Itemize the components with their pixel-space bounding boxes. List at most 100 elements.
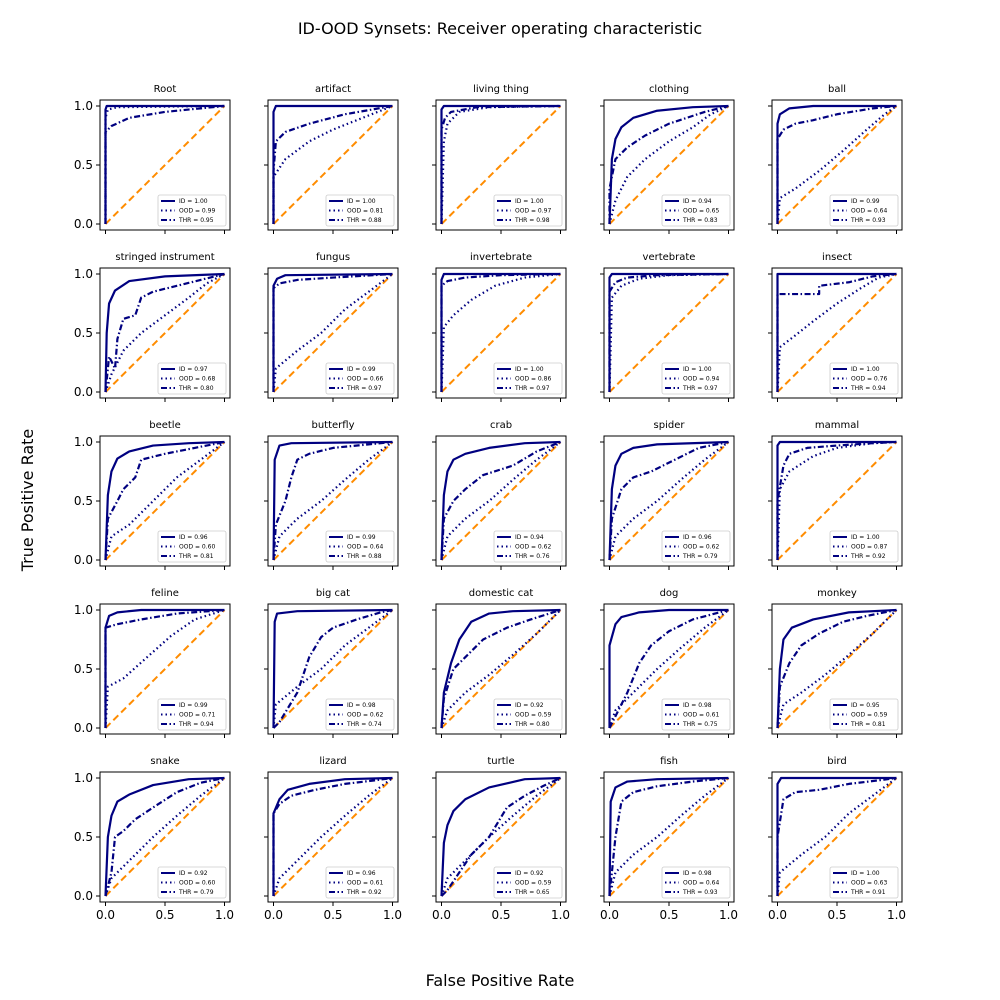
roc-curve-solid — [776, 608, 897, 729]
legend-box — [829, 530, 899, 563]
roc-curve-dashdot — [776, 440, 897, 560]
legend-box — [157, 698, 227, 731]
subplot-panel: snake 0.0 0.5 1.0 0.0 0.5 1.0 ID = 0.92 OOD = 0.… — [74, 756, 234, 922]
chance-line — [776, 273, 898, 393]
legend-entry: ID = 0.99 — [347, 366, 376, 373]
chance-line — [104, 441, 226, 561]
legend-entry: OOD = 0.71 — [179, 712, 215, 719]
roc-curve-dashdot — [272, 272, 393, 392]
legend-entry: THR = 0.93 — [850, 217, 886, 224]
legend-entry: OOD = 0.64 — [683, 880, 719, 887]
legend-entry: ID = 0.96 — [683, 534, 712, 541]
subplot-panel: turtle 0.0 0.5 1.0 ID = 0.92 OOD = 0.59 THR = … — [432, 756, 570, 922]
legend-entry: OOD = 0.65 — [683, 208, 719, 215]
legend-entry: THR = 0.65 — [514, 889, 550, 896]
subplot-title: living thing — [473, 84, 529, 95]
roc-curve-dotted — [272, 609, 394, 729]
subplot-panel: invertebrate ID = 1.00 OOD = 0.86 THR = 0.9… — [432, 252, 567, 402]
subplot-title: clothing — [649, 84, 689, 95]
subplot-title: stringed instrument — [115, 252, 214, 263]
roc-curve-dashdot — [104, 776, 225, 897]
roc-curve-dashdot — [440, 777, 561, 897]
y-tick-label: 0.5 — [74, 158, 93, 172]
legend-entry: OOD = 0.64 — [851, 208, 887, 215]
roc-curve-dotted — [272, 273, 394, 393]
subplot-panel: dog ID = 0.98 OOD = 0.61 THR = 0.75 — [600, 588, 735, 738]
subplot-panel: butterfly ID = 0.99 OOD = 0.64 THR = 0.88 — [264, 420, 399, 570]
subplot-panel: fish 0.0 0.5 1.0 ID = 0.98 OOD = 0.64 THR = 0.… — [600, 756, 738, 922]
roc-curve-dashdot — [440, 104, 561, 224]
roc-curve-dotted — [608, 609, 730, 729]
roc-curve-dashdot — [608, 104, 729, 224]
subplot-title: crab — [490, 420, 512, 431]
y-tick-label: 0.0 — [74, 721, 93, 735]
legend-entry: THR = 0.75 — [682, 721, 718, 728]
legend-entry: THR = 0.80 — [178, 385, 214, 392]
y-tick-label: 0.0 — [74, 385, 93, 399]
roc-curve-dashdot — [272, 440, 393, 561]
legend: ID = 1.00 OOD = 0.97 THR = 0.98 — [493, 194, 563, 227]
y-tick-label: 1.0 — [74, 267, 93, 281]
legend-entry: ID = 1.00 — [179, 198, 208, 205]
subplot-panel: spider ID = 0.96 OOD = 0.62 THR = 0.79 — [600, 420, 735, 570]
subplot-panel: stringed instrument 0.0 0.5 1.0 ID = 0.97 OOD… — [74, 252, 231, 402]
legend-entry: OOD = 0.63 — [851, 880, 887, 887]
legend-entry: OOD = 0.68 — [179, 376, 215, 383]
legend-entry: THR = 0.97 — [682, 385, 718, 392]
roc-curve-dashdot — [440, 272, 561, 392]
subplot-panel: artifact ID = 1.00 OOD = 0.81 THR = 0.88 — [264, 84, 399, 234]
legend-entry: ID = 1.00 — [347, 198, 376, 205]
legend-entry: OOD = 0.59 — [851, 712, 887, 719]
chance-line — [272, 777, 394, 897]
y-tick-label: 1.0 — [74, 99, 93, 113]
subplot-panel: living thing ID = 1.00 OOD = 0.97 THR = 0.9… — [432, 84, 567, 234]
roc-curve-solid — [272, 272, 393, 392]
chance-line — [440, 441, 562, 561]
legend-box — [325, 362, 395, 395]
legend: ID = 0.96 OOD = 0.60 THR = 0.81 — [157, 530, 227, 563]
x-tick-label: 0.5 — [659, 908, 678, 922]
roc-curve-solid — [104, 104, 225, 224]
legend: ID = 0.96 OOD = 0.61 THR = 0.92 — [325, 866, 395, 899]
roc-curve-dashdot — [272, 608, 393, 729]
legend: ID = 0.92 OOD = 0.59 THR = 0.65 — [493, 866, 563, 899]
legend: ID = 0.94 OOD = 0.65 THR = 0.83 — [661, 194, 731, 227]
legend-entry: THR = 0.79 — [682, 553, 718, 560]
legend-entry: OOD = 0.59 — [515, 880, 551, 887]
legend-box — [157, 362, 227, 395]
legend-entry: THR = 0.97 — [514, 385, 550, 392]
subplot-title: beetle — [149, 420, 181, 431]
roc-curve-solid — [776, 776, 897, 896]
roc-curve-solid — [608, 440, 729, 561]
legend-entry: THR = 0.81 — [178, 553, 214, 560]
legend: ID = 0.98 OOD = 0.64 THR = 0.93 — [661, 866, 731, 899]
legend-entry: OOD = 0.76 — [851, 376, 887, 383]
y-tick-label: 0.0 — [74, 889, 93, 903]
legend-box — [661, 530, 731, 563]
legend-entry: ID = 0.94 — [683, 198, 712, 205]
subplot-panel: ball ID = 0.99 OOD = 0.64 THR = 0.93 — [768, 84, 903, 234]
chance-line — [440, 609, 562, 729]
subplot-panel: fungus ID = 0.99 OOD = 0.66 THR = 0.97 — [264, 252, 399, 402]
legend-entry: THR = 0.80 — [514, 721, 550, 728]
chance-line — [104, 777, 226, 897]
subplot-title: Root — [154, 84, 177, 95]
legend-entry: OOD = 0.62 — [683, 544, 719, 551]
subplot-title: lizard — [319, 756, 346, 767]
legend-entry: ID = 0.98 — [683, 870, 712, 877]
legend-box — [493, 362, 563, 395]
legend-entry: ID = 0.96 — [179, 534, 208, 541]
roc-curve-solid — [272, 776, 393, 896]
legend-entry: OOD = 0.81 — [347, 208, 383, 215]
legend-box — [325, 194, 395, 227]
roc-curve-dashdot — [608, 776, 729, 897]
x-tick-label: 0.0 — [600, 908, 619, 922]
subplot-panel: beetle 0.0 0.5 1.0 ID = 0.96 OOD = 0.60 THR = … — [74, 420, 231, 570]
legend: ID = 0.98 OOD = 0.61 THR = 0.75 — [661, 698, 731, 731]
roc-curve-dashdot — [440, 440, 561, 561]
subplot-title: vertebrate — [643, 252, 696, 263]
x-tick-label: 0.0 — [264, 908, 283, 922]
legend-box — [493, 698, 563, 731]
subplot-title: butterfly — [311, 420, 354, 431]
y-tick-label: 0.0 — [74, 553, 93, 567]
